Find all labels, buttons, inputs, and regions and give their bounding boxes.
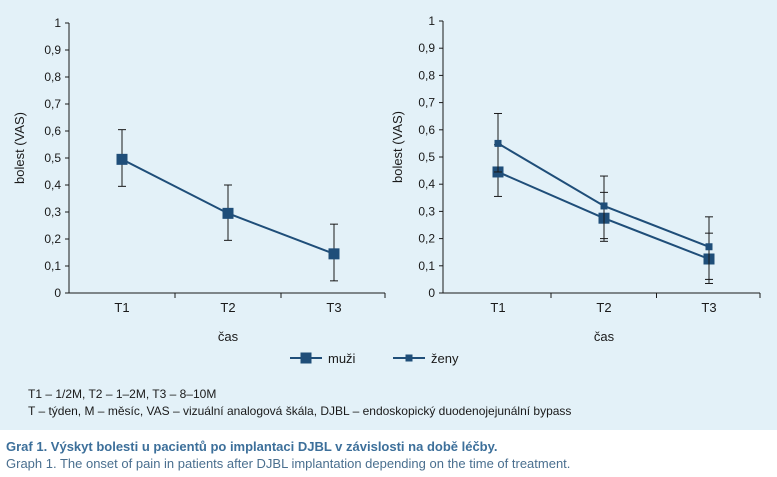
x-tick-label: T2 — [220, 300, 235, 315]
x-axis-title: čas — [594, 329, 615, 344]
y-tick-label: 0,9 — [44, 43, 61, 57]
legend-item-muži: muži — [290, 351, 356, 366]
y-tick-label: 0,8 — [418, 68, 435, 82]
x-axis-title: čas — [218, 329, 239, 344]
y-tick-label: 0,8 — [44, 70, 61, 84]
y-tick-label: 1 — [54, 16, 61, 30]
notes-line-2: T – týden, M – měsíc, VAS – vizuální ana… — [28, 404, 572, 418]
chart-1: 0 0,1 0,2 0,3 0,4 0,5 0,6 0,7 0,8 0,9 1 T1 T2 T3 čas bo… — [12, 16, 386, 344]
legend-marker — [405, 354, 413, 362]
y-tick-label: 0,4 — [44, 178, 61, 192]
y-axis-title: bolest (VAS) — [390, 111, 405, 183]
figure-caption: Graf 1. Výskyt bolesti u pacientů po imp… — [6, 438, 570, 472]
caption-english: Graph 1. The onset of pain in patients a… — [6, 456, 571, 471]
legend-label: muži — [328, 351, 356, 366]
y-tick-label: 0 — [428, 286, 435, 300]
x-tick-label: T2 — [596, 300, 611, 315]
legend-label: ženy — [431, 351, 459, 366]
x-tick-label: T1 — [114, 300, 129, 315]
figure-notes: T1 – 1/2M, T2 – 1–2M, T3 – 8–10M T – týd… — [28, 386, 571, 420]
series-ženy — [494, 112, 713, 280]
data-point — [328, 248, 340, 260]
y-axis-title: bolest (VAS) — [12, 112, 27, 184]
y-tick-label: 0,4 — [418, 177, 435, 191]
y-tick-label: 0,3 — [44, 205, 61, 219]
y-tick-label: 0,3 — [418, 204, 435, 218]
x-tick-label: T1 — [490, 300, 505, 315]
data-point — [600, 202, 608, 210]
y-tick-label: 1 — [428, 14, 435, 28]
chart-area: 0 0,1 0,2 0,3 0,4 0,5 0,6 0,7 0,8 0,9 1 T1 T2 T3 čas bo… — [12, 14, 761, 366]
y-tick-label: 0,2 — [44, 232, 61, 246]
y-tick-label: 0,7 — [44, 97, 61, 111]
legend-marker — [300, 352, 312, 364]
data-point — [116, 153, 128, 165]
data-point — [494, 139, 502, 147]
y-tick-label: 0,2 — [418, 232, 435, 246]
data-point — [705, 243, 713, 251]
y-tick-label: 0,6 — [44, 124, 61, 138]
series-1 — [116, 129, 340, 282]
x-tick-label: T3 — [326, 300, 341, 315]
caption-czech: Graf 1. Výskyt bolesti u pacientů po imp… — [6, 439, 498, 454]
y-tick-label: 0,6 — [418, 123, 435, 137]
notes-line-1: T1 – 1/2M, T2 – 1–2M, T3 – 8–10M — [28, 387, 217, 401]
figure-panel — [0, 0, 777, 430]
y-tick-label: 0,9 — [418, 41, 435, 55]
y-tick-label: 0,7 — [418, 96, 435, 110]
y-tick-label: 0,1 — [44, 259, 61, 273]
legend: muži ženy — [290, 351, 459, 366]
legend-item-ženy: ženy — [393, 351, 459, 366]
y-tick-label: 0,5 — [418, 150, 435, 164]
data-point — [222, 207, 234, 219]
chart-2: 0 0,1 0,2 0,3 0,4 0,5 0,6 0,7 0,8 0,9 1 T1 T2 T3 čas bo… — [390, 14, 761, 344]
x-tick-label: T3 — [701, 300, 716, 315]
y-tick-label: 0,1 — [418, 259, 435, 273]
y-tick-label: 0 — [54, 286, 61, 300]
y-tick-label: 0,5 — [44, 151, 61, 165]
